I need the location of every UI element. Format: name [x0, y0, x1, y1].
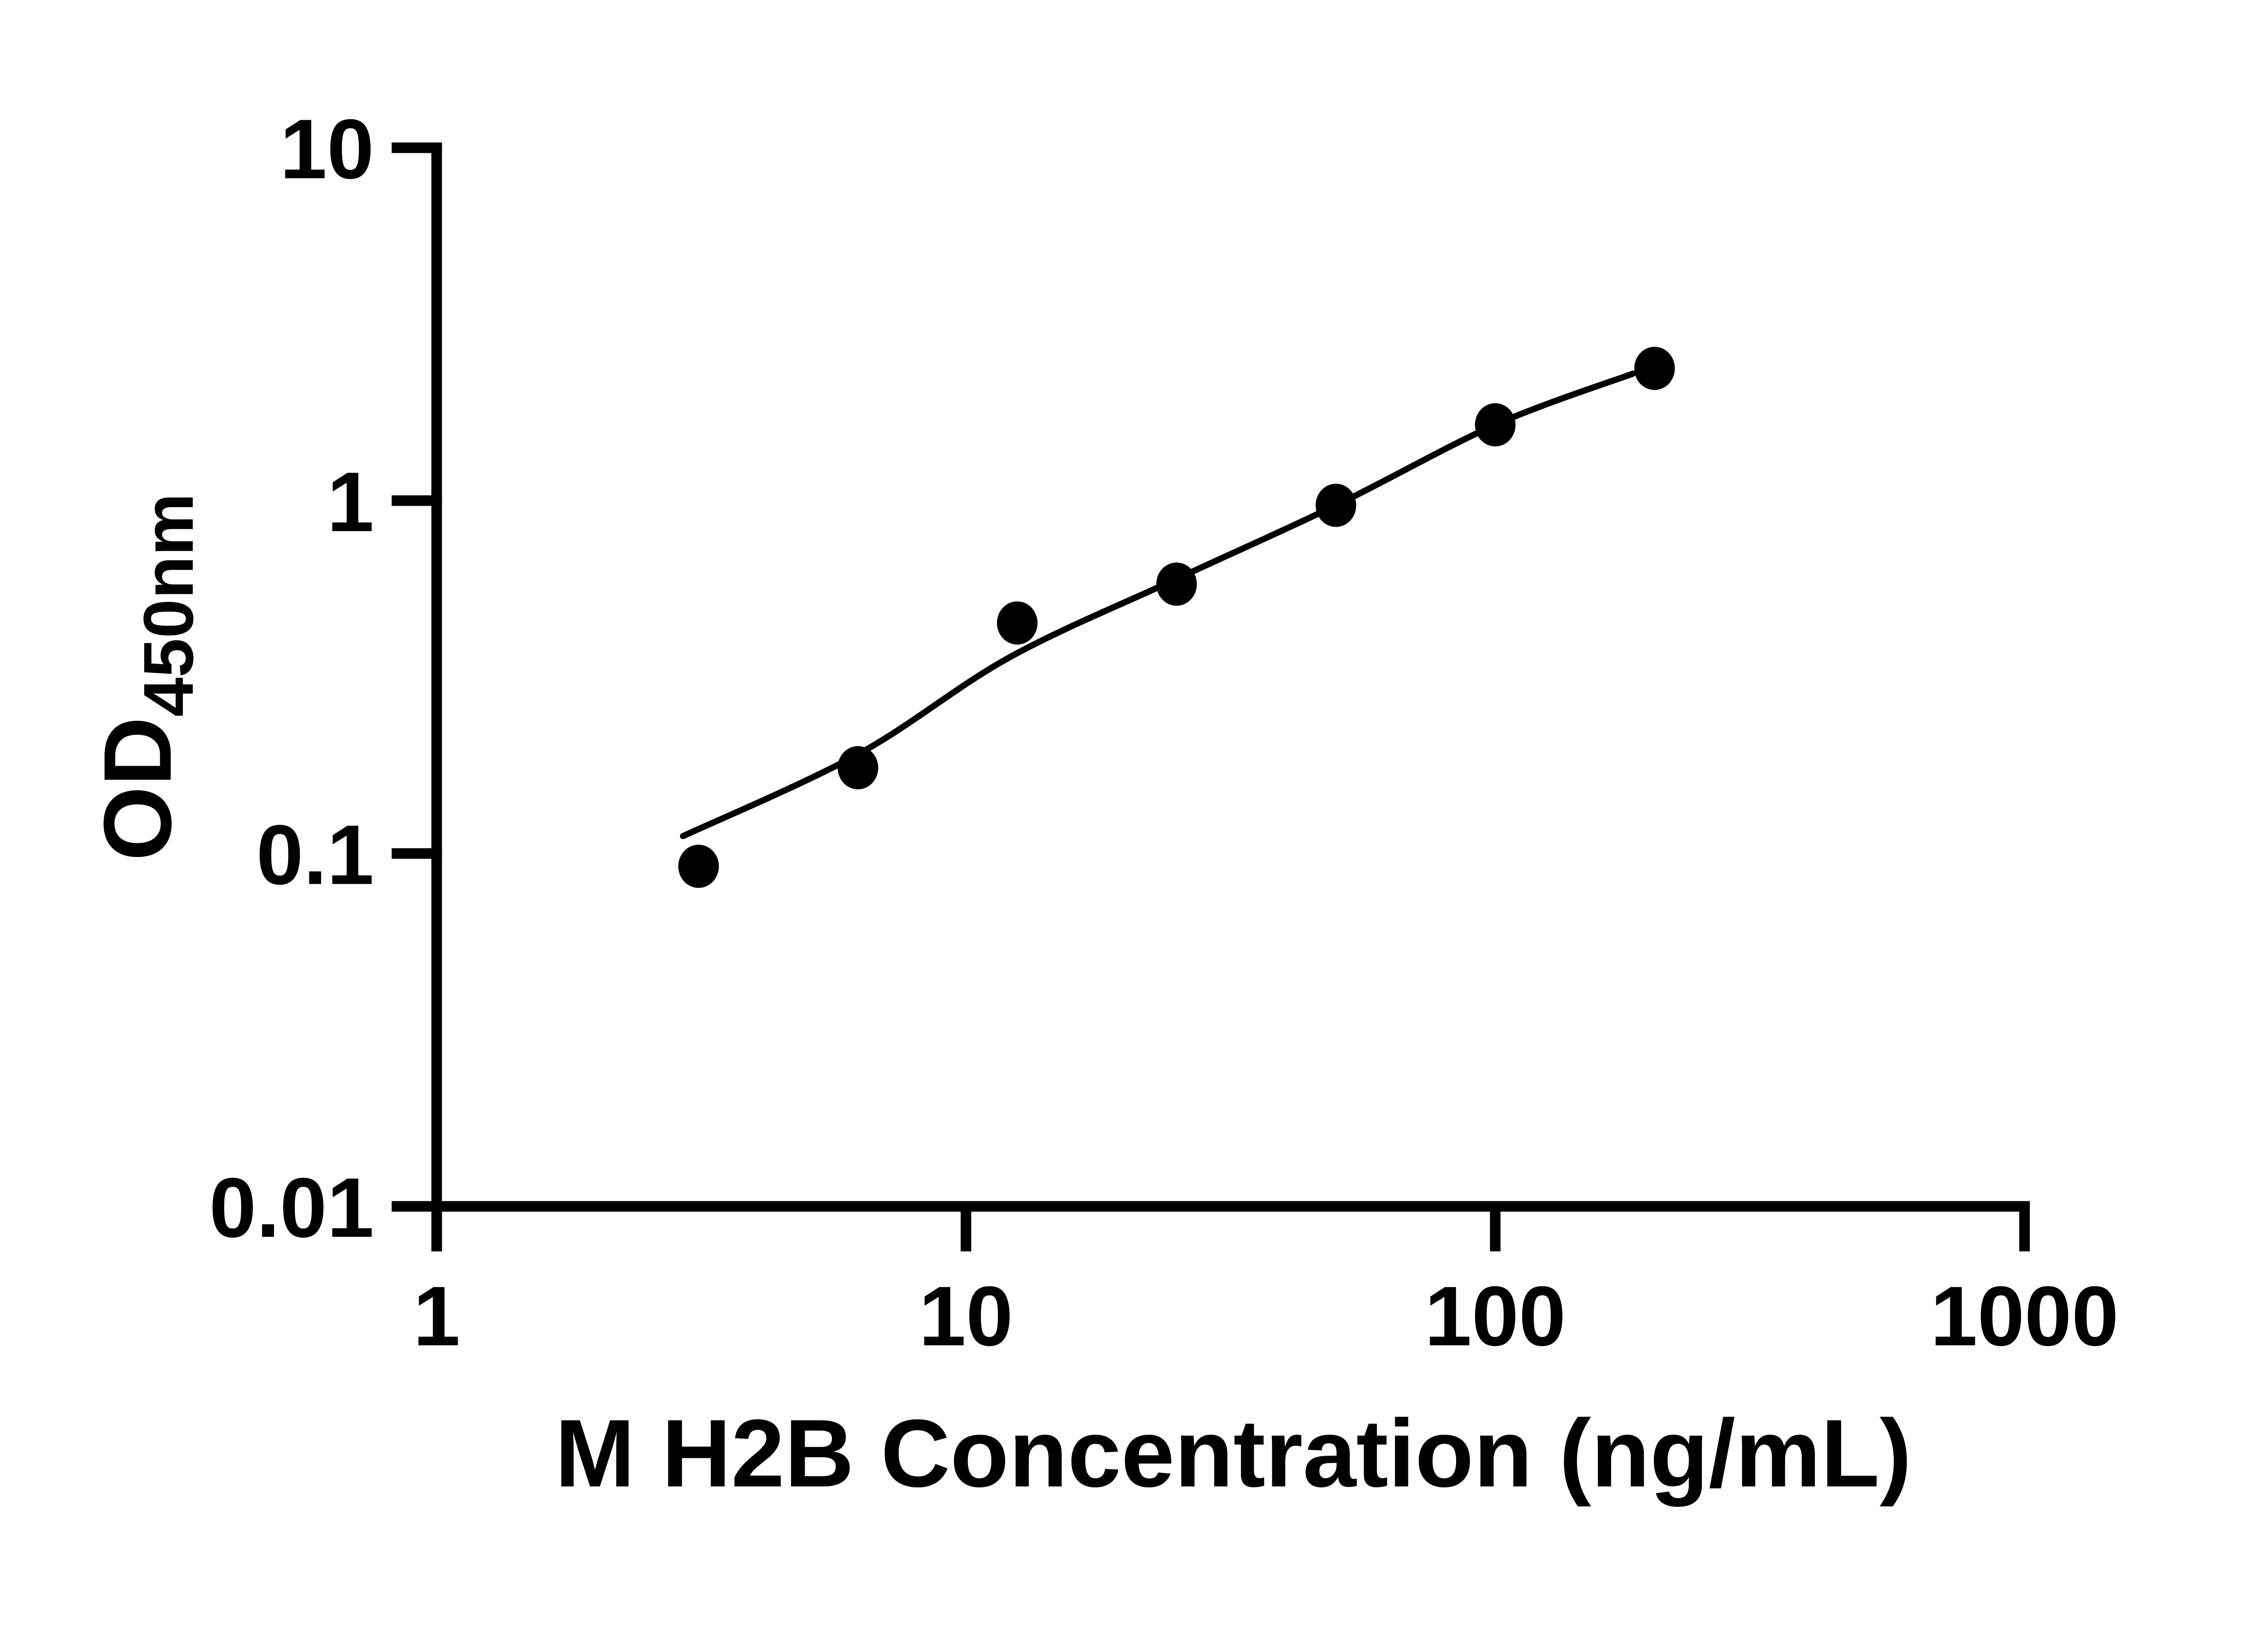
x-axis-line — [431, 1201, 2030, 1212]
y-tick — [391, 495, 442, 506]
y-tick — [391, 1201, 442, 1212]
x-axis-title: M H2B Concentration (ng/mL) — [555, 1399, 1911, 1507]
y-axis-title-subscript: 450nm — [129, 493, 208, 717]
data-point — [1315, 484, 1356, 527]
y-axis-title-main: OD — [83, 717, 191, 861]
x-tick-label: 1000 — [1931, 1269, 2119, 1364]
y-axis-line — [431, 143, 442, 1252]
x-tick-label: 1 — [413, 1269, 460, 1364]
x-tick-label: 100 — [1425, 1269, 1566, 1364]
y-tick-label: 0.1 — [256, 807, 374, 902]
y-tick-label: 10 — [280, 102, 374, 196]
data-point — [997, 601, 1038, 645]
x-tick — [431, 1206, 442, 1252]
elisa-standard-curve-figure: 0.01 0.1 1 10 1 10 100 1000 M H2B Concentration… — [83, 101, 2119, 1507]
data-point — [1634, 347, 1675, 390]
x-tick-label: 10 — [919, 1269, 1013, 1364]
data-point — [678, 845, 719, 888]
x-tick — [2019, 1206, 2030, 1252]
data-point — [837, 746, 879, 790]
y-tick — [391, 142, 442, 153]
axes: 0.01 0.1 1 10 1 10 100 1000 — [209, 102, 2119, 1364]
elisa-standard-curve-chart: 0.01 0.1 1 10 1 10 100 1000 M H2B Concentration… — [83, 101, 2119, 1507]
data-point — [1156, 562, 1197, 606]
data-point — [1475, 403, 1516, 447]
y-tick-label: 0.01 — [209, 1160, 374, 1255]
y-tick-label: 1 — [327, 455, 374, 549]
y-axis-title: OD450nm — [83, 493, 208, 861]
x-tick — [960, 1206, 972, 1252]
x-tick — [1490, 1206, 1501, 1252]
data-points — [678, 347, 1675, 888]
y-tick — [391, 848, 442, 859]
